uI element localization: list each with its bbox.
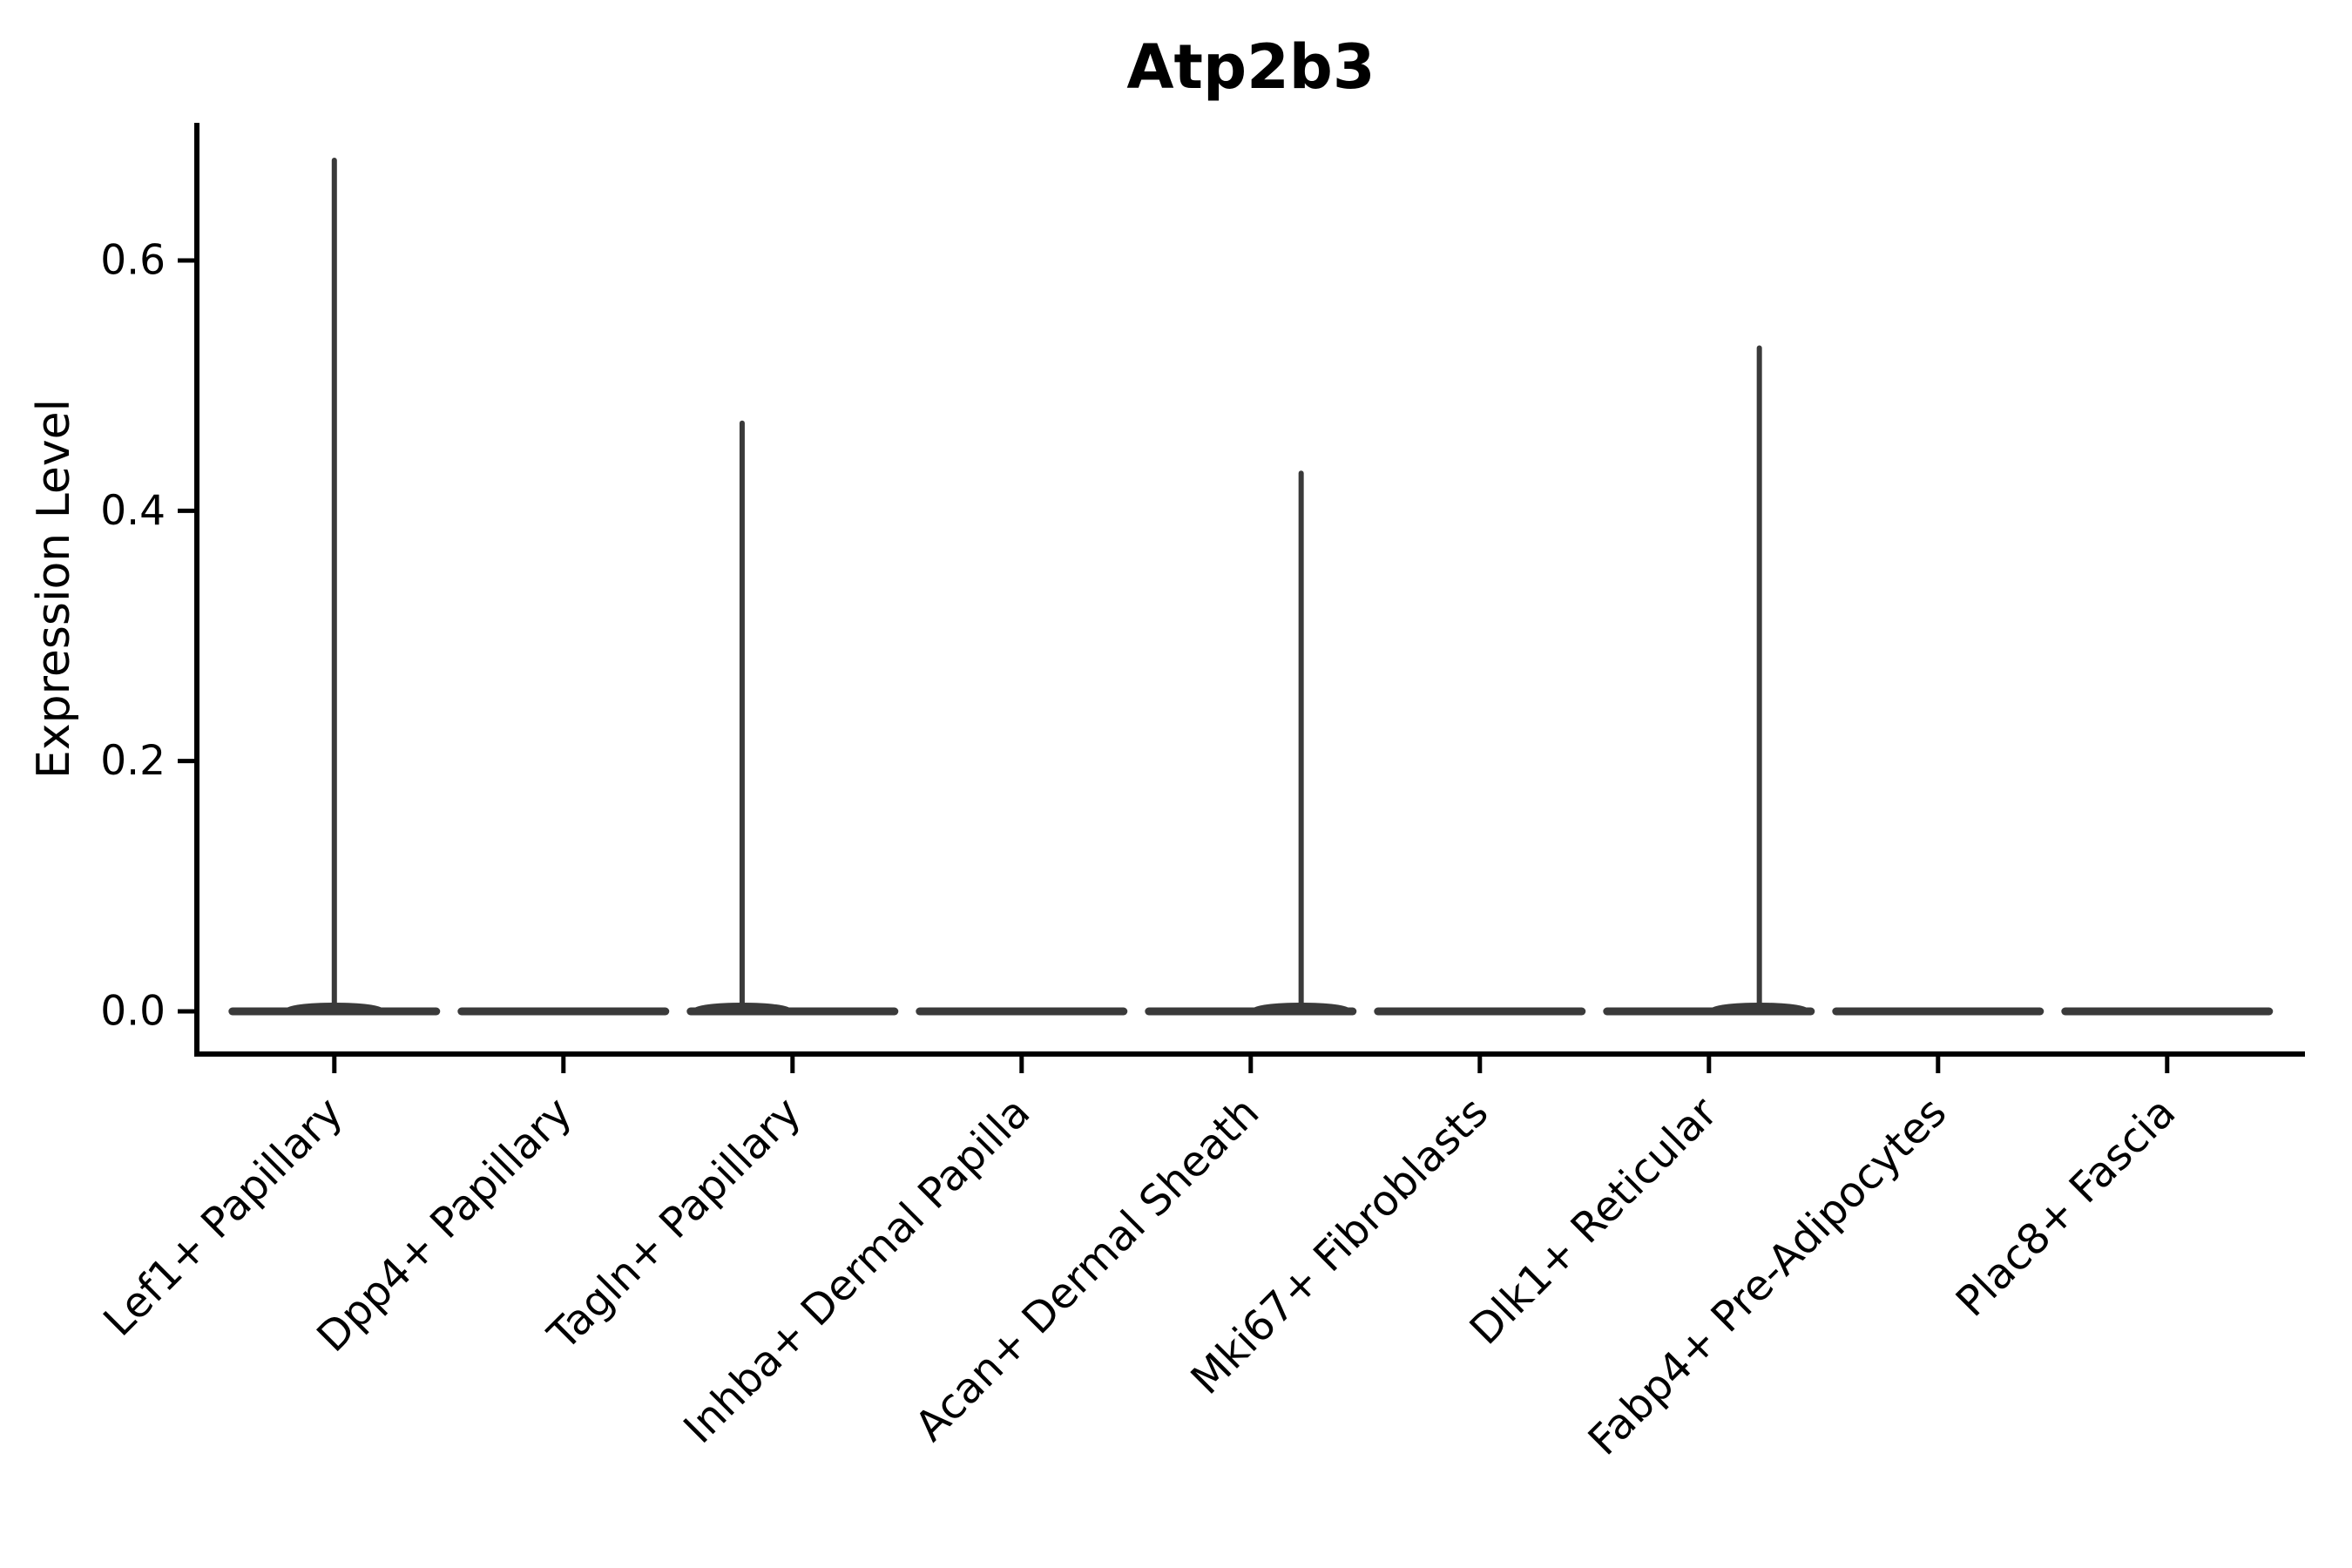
x-tick-label: Dpp4+ Papillary <box>308 1088 581 1362</box>
y-tick-label: 0.2 <box>100 737 166 785</box>
x-tick-label: Lef1+ Papillary <box>94 1088 352 1346</box>
x-tick-label: Dlk1+ Reticular <box>1461 1088 1727 1355</box>
y-tick-label: 0.6 <box>100 236 166 284</box>
y-tick-label: 0.0 <box>100 988 166 1036</box>
x-tick-label: Plac8+ Fascia <box>1947 1088 2186 1327</box>
chart-title: Atp2b3 <box>1126 31 1375 103</box>
x-tick-label: Tagln+ Papillary <box>538 1088 810 1360</box>
y-tick-label: 0.4 <box>100 487 166 535</box>
